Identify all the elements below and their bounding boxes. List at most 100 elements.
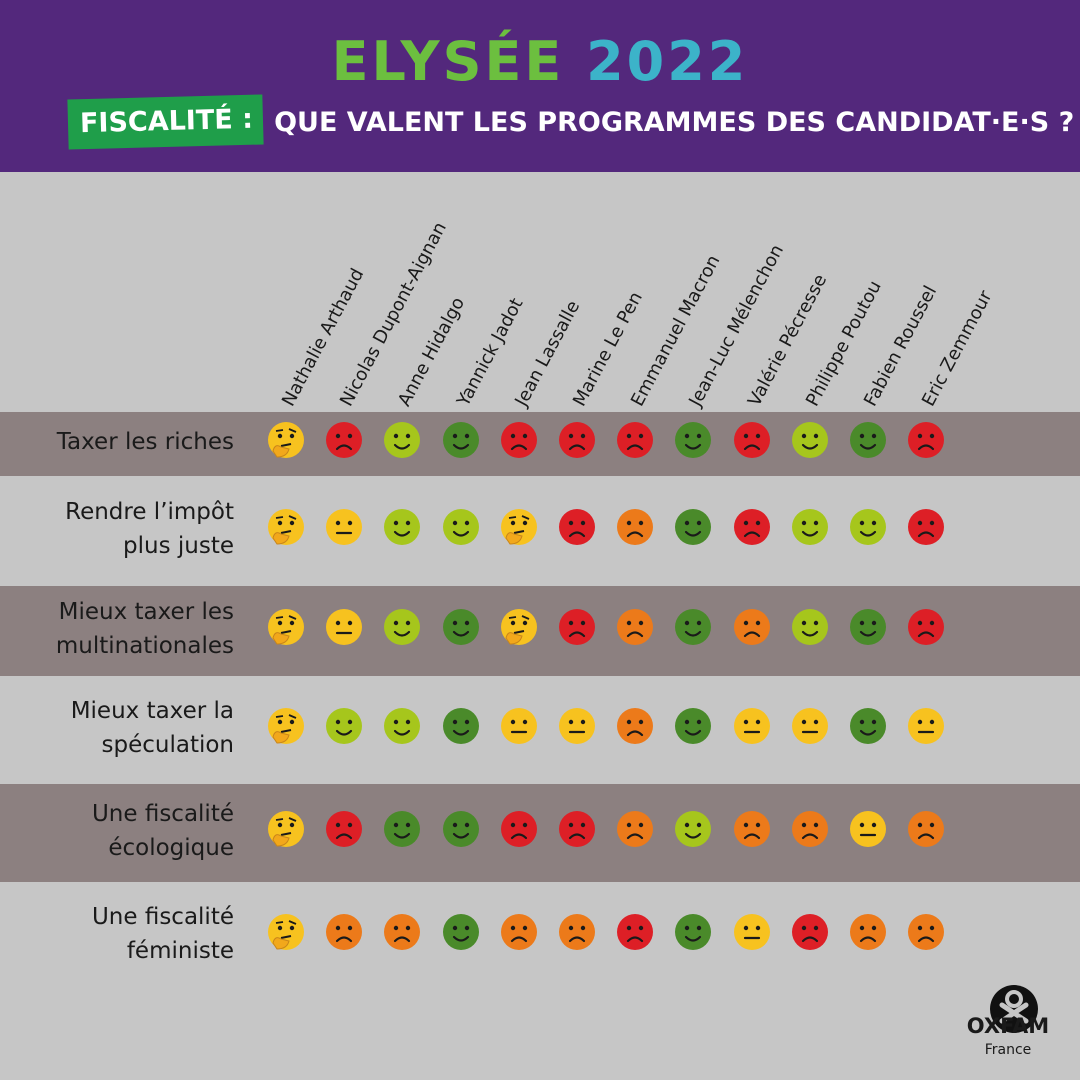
subtitle: FISCALITÉ : QUE VALENT LES PROGRAMMES DE… <box>67 94 1074 157</box>
page-title: ELYSÉE 2022 <box>0 30 1080 93</box>
criteria-label-line: plus juste <box>123 533 234 559</box>
very-bad-face-icon <box>791 914 828 950</box>
thinking-face-icon <box>500 609 537 645</box>
thinking-face-icon <box>268 811 304 847</box>
very-bad-face-icon <box>908 609 945 645</box>
criteria-label: Mieux taxer la spéculation <box>0 694 234 762</box>
bad-face-icon <box>908 914 945 950</box>
criteria-label: Une fiscalité écologique <box>0 797 234 865</box>
very-bad-face-icon <box>559 811 595 847</box>
criteria-label: Mieux taxer les multinationales <box>0 595 234 663</box>
neutral-face-icon <box>850 811 886 847</box>
bad-face-icon <box>791 811 828 847</box>
criteria-label-line: Une fiscalité <box>91 904 234 930</box>
title-word-year: 2022 <box>586 30 749 93</box>
neutral-face-icon <box>500 708 537 744</box>
neutral-face-icon <box>733 914 770 950</box>
bad-face-icon <box>617 509 654 545</box>
good-face-icon <box>384 509 421 545</box>
bad-face-icon <box>384 914 421 950</box>
good-face-icon <box>850 509 886 545</box>
criteria-label-line: spéculation <box>101 732 235 758</box>
criteria-label-line: Mieux taxer la <box>70 698 234 724</box>
oxfam-country: France <box>984 1042 1032 1058</box>
neutral-face-icon <box>559 708 595 744</box>
neutral-face-icon <box>908 708 945 744</box>
very-good-face-icon <box>442 914 479 950</box>
criteria-label-line: Mieux taxer les <box>58 599 234 625</box>
very-good-face-icon <box>675 708 712 744</box>
neutral-face-icon <box>326 609 363 645</box>
subtitle-tag: FISCALITÉ : <box>67 94 264 150</box>
criteria-label-line: féministe <box>126 938 234 964</box>
very-good-face-icon <box>442 422 479 458</box>
bad-face-icon <box>733 811 770 847</box>
very-bad-face-icon <box>559 422 595 458</box>
good-face-icon <box>675 811 712 847</box>
bad-face-icon <box>559 914 595 950</box>
good-face-icon <box>326 708 363 744</box>
bad-face-icon <box>908 811 945 847</box>
criteria-label: Taxer les riches <box>0 425 234 459</box>
very-bad-face-icon <box>733 422 770 458</box>
very-bad-face-icon <box>733 509 770 545</box>
bad-face-icon <box>617 811 654 847</box>
bad-face-icon <box>500 914 537 950</box>
thinking-face-icon <box>268 914 304 950</box>
good-face-icon <box>384 708 421 744</box>
criteria-label-line: écologique <box>108 835 234 861</box>
very-bad-face-icon <box>326 422 363 458</box>
thinking-face-icon <box>268 509 304 545</box>
very-good-face-icon <box>442 708 479 744</box>
oxfam-logo-icon <box>990 985 1038 1033</box>
very-bad-face-icon <box>908 509 945 545</box>
criteria-label-line: Taxer les riches <box>56 429 234 455</box>
criteria-label: Rendre l’impôt plus juste <box>0 495 234 563</box>
good-face-icon <box>384 609 421 645</box>
very-good-face-icon <box>850 708 886 744</box>
very-good-face-icon <box>850 422 886 458</box>
criteria-row <box>0 882 1080 990</box>
thinking-face-icon <box>500 509 537 545</box>
criteria-row <box>0 412 1080 476</box>
very-good-face-icon <box>442 609 479 645</box>
good-face-icon <box>791 609 828 645</box>
criteria-row <box>0 586 1080 676</box>
good-face-icon <box>791 509 828 545</box>
criteria-label-line: Une fiscalité <box>91 801 234 827</box>
bad-face-icon <box>617 609 654 645</box>
bad-face-icon <box>733 609 770 645</box>
bad-face-icon <box>617 708 654 744</box>
very-bad-face-icon <box>326 811 363 847</box>
neutral-face-icon <box>791 708 828 744</box>
criteria-row <box>0 676 1080 784</box>
very-bad-face-icon <box>617 422 654 458</box>
very-bad-face-icon <box>500 422 537 458</box>
neutral-face-icon <box>326 509 363 545</box>
very-good-face-icon <box>675 509 712 545</box>
neutral-face-icon <box>733 708 770 744</box>
criteria-row <box>0 476 1080 586</box>
bad-face-icon <box>326 914 363 950</box>
criteria-label: Une fiscalité féministe <box>0 900 234 968</box>
thinking-face-icon <box>268 609 304 645</box>
very-bad-face-icon <box>559 509 595 545</box>
very-good-face-icon <box>384 811 421 847</box>
criteria-row <box>0 784 1080 882</box>
good-face-icon <box>791 422 828 458</box>
oxfam-wordmark: OXFAM <box>966 1014 1050 1038</box>
very-good-face-icon <box>850 609 886 645</box>
thinking-face-icon <box>268 708 304 744</box>
bad-face-icon <box>850 914 886 950</box>
very-bad-face-icon <box>500 811 537 847</box>
candidate-label: Nicolas Dupont-Aignan <box>336 218 452 410</box>
criteria-label-line: multinationales <box>55 633 234 659</box>
header-banner: ELYSÉE 2022 FISCALITÉ : QUE VALENT LES P… <box>0 0 1080 172</box>
title-word-elysee: ELYSÉE <box>331 30 565 93</box>
very-bad-face-icon <box>908 422 945 458</box>
very-good-face-icon <box>675 914 712 950</box>
very-good-face-icon <box>442 811 479 847</box>
good-face-icon <box>384 422 421 458</box>
very-bad-face-icon <box>617 914 654 950</box>
